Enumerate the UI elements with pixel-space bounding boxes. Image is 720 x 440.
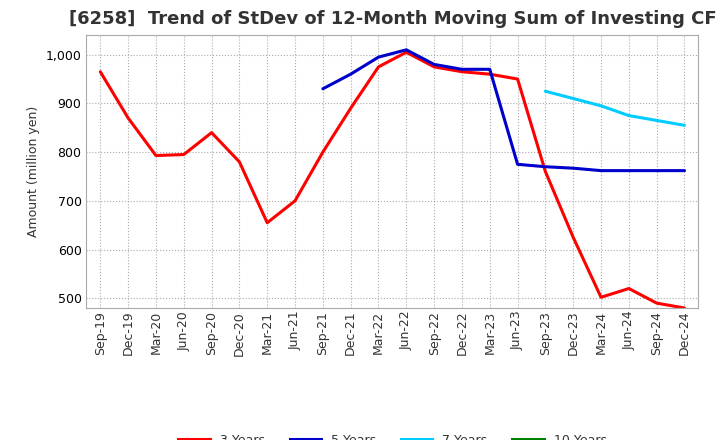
Line: 7 Years: 7 Years xyxy=(546,91,685,125)
3 Years xyxy=(179,152,188,157)
7 Years xyxy=(680,123,689,128)
5 Years xyxy=(597,168,606,173)
3 Years xyxy=(263,220,271,225)
5 Years xyxy=(374,55,383,60)
7 Years xyxy=(624,113,633,118)
Title: [6258]  Trend of StDev of 12-Month Moving Sum of Investing CF: [6258] Trend of StDev of 12-Month Moving… xyxy=(68,10,716,28)
5 Years xyxy=(430,62,438,67)
Legend: 3 Years, 5 Years, 7 Years, 10 Years: 3 Years, 5 Years, 7 Years, 10 Years xyxy=(174,429,611,440)
3 Years xyxy=(402,50,410,55)
3 Years xyxy=(541,169,550,174)
5 Years xyxy=(569,165,577,171)
Line: 3 Years: 3 Years xyxy=(100,52,685,308)
3 Years xyxy=(374,64,383,70)
5 Years xyxy=(652,168,661,173)
3 Years xyxy=(152,153,161,158)
7 Years xyxy=(652,118,661,123)
3 Years xyxy=(624,286,633,291)
3 Years xyxy=(346,106,355,111)
5 Years xyxy=(513,161,522,167)
5 Years xyxy=(541,164,550,169)
7 Years xyxy=(569,96,577,101)
3 Years xyxy=(96,69,104,74)
3 Years xyxy=(652,301,661,306)
7 Years xyxy=(597,103,606,109)
5 Years xyxy=(402,47,410,52)
5 Years xyxy=(346,72,355,77)
3 Years xyxy=(207,130,216,135)
3 Years xyxy=(318,150,327,155)
5 Years xyxy=(624,168,633,173)
5 Years xyxy=(318,86,327,92)
5 Years xyxy=(485,66,494,72)
3 Years xyxy=(485,72,494,77)
3 Years xyxy=(458,69,467,74)
5 Years xyxy=(458,66,467,72)
3 Years xyxy=(513,77,522,82)
Y-axis label: Amount (million yen): Amount (million yen) xyxy=(27,106,40,237)
3 Years xyxy=(291,198,300,203)
3 Years xyxy=(569,235,577,240)
3 Years xyxy=(430,64,438,70)
3 Years xyxy=(680,305,689,311)
Line: 5 Years: 5 Years xyxy=(323,50,685,171)
5 Years xyxy=(680,168,689,173)
3 Years xyxy=(597,295,606,300)
3 Years xyxy=(124,115,132,121)
7 Years xyxy=(541,88,550,94)
3 Years xyxy=(235,159,243,165)
